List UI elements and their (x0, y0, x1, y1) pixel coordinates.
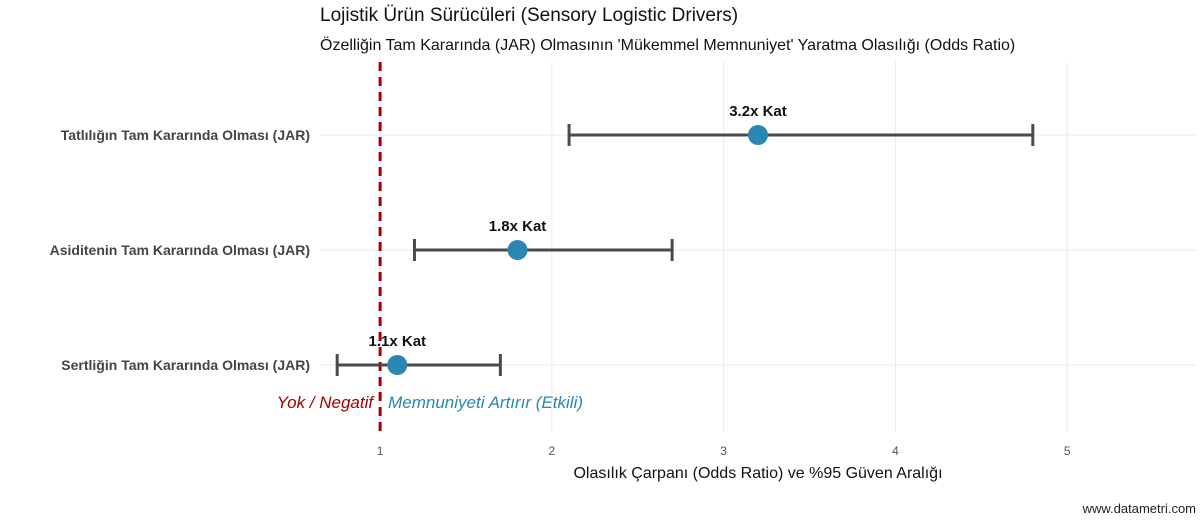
x-tick-label: 2 (549, 444, 556, 458)
data-label: 1.8x Kat (489, 218, 547, 235)
data-label: 1.1x Kat (369, 333, 427, 350)
data-point (387, 355, 408, 375)
x-tick-label: 1 (377, 444, 384, 458)
chart-subtitle: Özelliğin Tam Kararında (JAR) Olmasının … (320, 37, 1016, 54)
annotation-negative: Yok / Negatif (277, 393, 376, 412)
x-tick-labels: 1 2 3 4 5 (377, 444, 1071, 458)
watermark: www.datametri.com (1082, 501, 1196, 516)
error-bars (335, 124, 1035, 376)
data-label: 3.2x Kat (729, 103, 787, 120)
y-tick-label: Asiditenin Tam Kararında Olması (JAR) (50, 242, 310, 258)
data-point (748, 125, 768, 145)
data-point (507, 240, 528, 260)
x-tick-label: 4 (892, 444, 899, 458)
annotations: Yok / Negatif Memnuniyeti Artırır (Etkili… (277, 393, 583, 412)
y-tick-label: Tatlılığın Tam Kararında Olması (JAR) (61, 127, 310, 143)
chart-title: Lojistik Ürün Sürücüleri (Sensory Logist… (320, 5, 739, 26)
y-tick-labels: Tatlılığın Tam Kararında Olması (JAR) Asi… (50, 127, 310, 373)
y-tick-label: Sertliğin Tam Kararında Olması (JAR) (61, 357, 310, 373)
x-tick-label: 3 (720, 444, 727, 458)
x-axis-title: Olasılık Çarpanı (Odds Ratio) ve %95 Güv… (573, 465, 942, 482)
annotation-positive: Memnuniyeti Artırır (Etkili) (388, 393, 583, 412)
data-labels: 3.2x Kat 1.8x Kat 1.1x Kat (369, 103, 787, 350)
data-points (387, 125, 768, 375)
x-tick-label: 5 (1064, 444, 1071, 458)
